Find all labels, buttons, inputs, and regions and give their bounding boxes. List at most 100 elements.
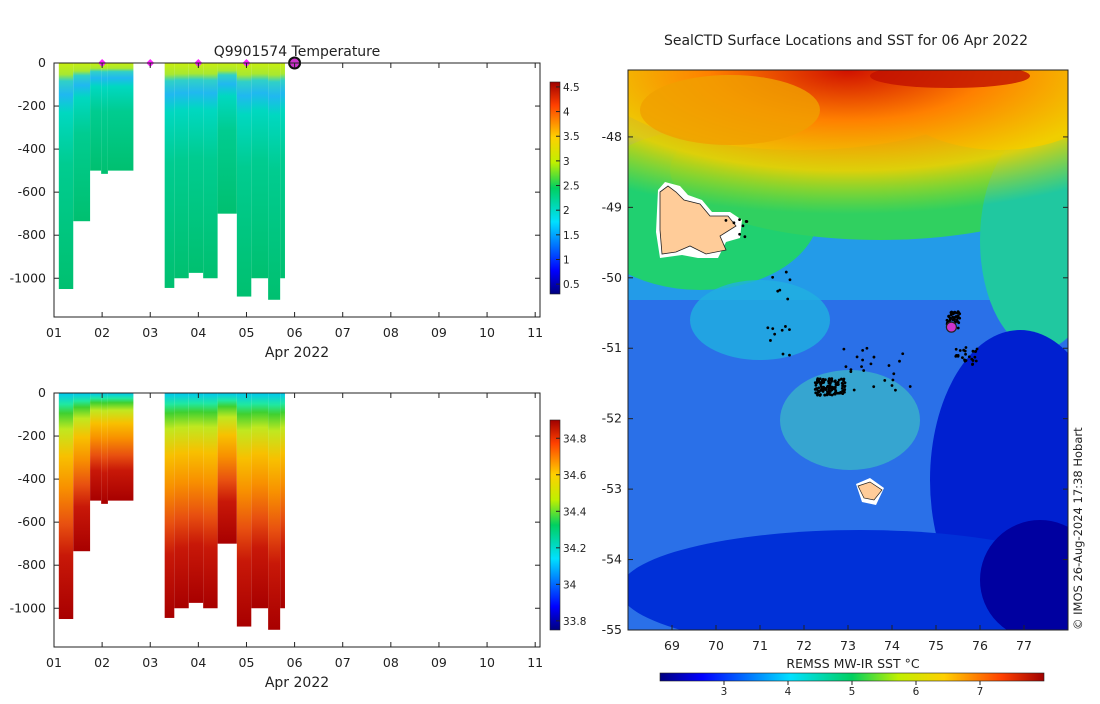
sst-orange-nw	[640, 75, 820, 145]
temperature-y-ticks: 0 -200 -400 -600 -800 -1000	[10, 55, 540, 285]
salinity-y-tick-label: -600	[18, 514, 46, 529]
temperature-profile-bar	[101, 63, 108, 174]
salinity-profile-bar	[174, 393, 189, 609]
track-point	[901, 352, 905, 356]
track-point	[887, 364, 891, 367]
track-point	[958, 349, 962, 352]
track-point	[971, 349, 975, 353]
track-point	[892, 372, 896, 376]
salinity-profile-bar	[236, 393, 252, 627]
salinity-x-tick-label: 06	[287, 655, 303, 670]
temperature-y-tick-label: -600	[18, 184, 46, 199]
map-lat-tick-label: -54	[602, 552, 622, 567]
temperature-profile-bar	[90, 63, 102, 171]
track-point	[827, 377, 831, 381]
track-point	[947, 315, 951, 318]
track-point	[738, 218, 741, 222]
salinity-profile-bar	[280, 393, 285, 609]
track-point	[954, 315, 958, 318]
temperature-y-tick-label: -800	[18, 227, 46, 242]
salinity-cb-tick-label: 34.4	[563, 506, 587, 518]
track-point	[843, 388, 847, 391]
map-colorbar-label: REMSS MW-IR SST °C	[786, 656, 919, 671]
sst-cyan-patch-2	[780, 370, 920, 470]
map-lon-tick-label: 69	[664, 638, 680, 653]
temperature-profile-bar	[188, 63, 204, 273]
track-point	[839, 391, 842, 394]
temperature-profile-bar	[280, 63, 285, 279]
track-point	[898, 359, 901, 363]
temperature-y-tick-label: -400	[18, 141, 46, 156]
track-point	[724, 218, 728, 222]
track-point	[890, 384, 894, 387]
temperature-profile-bar	[203, 63, 218, 279]
track-point	[830, 377, 834, 381]
salinity-x-tick-label: 05	[239, 655, 255, 670]
map-lat-tick-label: -53	[602, 481, 622, 496]
track-point	[970, 357, 974, 361]
temperature-cb-tick-label: 3.5	[563, 131, 580, 143]
track-point	[769, 339, 772, 342]
map-lon-tick-label: 77	[1016, 638, 1032, 653]
track-point	[743, 235, 747, 239]
track-point	[964, 352, 967, 356]
map-lon-tick-label: 71	[752, 638, 768, 653]
temperature-x-tick-label: 04	[190, 325, 206, 340]
temperature-profile-bar	[174, 63, 189, 279]
temperature-cb-tick-label: 1	[563, 254, 570, 266]
track-point	[825, 393, 829, 397]
track-point	[819, 385, 823, 388]
track-point	[771, 275, 775, 279]
sst-cold-south	[628, 530, 1068, 630]
map-lat-tick-label: -55	[602, 622, 622, 637]
map-lon-tick-label: 73	[840, 638, 856, 653]
track-point	[958, 312, 962, 316]
map-colorbar	[659, 672, 1045, 682]
track-point	[828, 382, 832, 385]
temperature-profile-bar	[236, 63, 252, 297]
track-point	[951, 318, 955, 322]
track-point	[855, 355, 859, 359]
map-colorbar-ticks: 3 4 5 6 7	[721, 681, 983, 698]
track-point	[741, 224, 745, 228]
track-point	[872, 385, 876, 389]
temperature-cb-tick-label: 4	[563, 107, 570, 119]
map-title: SealCTD Surface Locations and SST for 06…	[664, 33, 1028, 49]
track-point	[860, 365, 863, 368]
temperature-profile-bar	[217, 63, 237, 214]
track-point	[883, 379, 887, 382]
salinity-profiles	[58, 393, 285, 630]
salinity-section-plot: 0-200-400-600-800-1000 01 02 03 04 05 06 07 08 0…	[10, 385, 587, 691]
map-cb-tick-label: 3	[721, 686, 728, 698]
salinity-y-tick-label: -800	[18, 557, 46, 572]
temperature-profile-bar	[164, 63, 175, 288]
temperature-profile-bar	[73, 63, 91, 222]
temperature-profile-bar	[107, 63, 134, 171]
track-point	[732, 221, 736, 225]
map-cb-tick-label: 4	[785, 686, 792, 698]
salinity-profile-bar	[268, 393, 281, 630]
temperature-profile-bar	[251, 63, 269, 279]
track-point	[961, 356, 964, 360]
track-point	[823, 378, 826, 382]
track-point	[821, 387, 825, 391]
salinity-cb-tick-label: 33.8	[563, 616, 586, 628]
map-cb-tick-label: 6	[913, 686, 920, 698]
track-point	[781, 352, 785, 356]
temperature-cb-tick-label: 3	[563, 156, 570, 168]
track-point	[869, 362, 873, 366]
track-point	[778, 288, 782, 292]
salinity-x-tick-label: 04	[190, 655, 206, 670]
track-point	[840, 377, 843, 381]
track-point	[973, 355, 977, 359]
current-position-marker	[945, 321, 958, 333]
track-point	[949, 311, 953, 314]
track-point	[784, 270, 788, 274]
map-lon-tick-label: 72	[796, 638, 812, 653]
track-point	[956, 310, 960, 314]
track-point	[814, 383, 818, 387]
salinity-x-tick-label: 09	[431, 655, 447, 670]
sst-map-plot: SealCTD Surface Locations and SST for 06…	[602, 33, 1085, 698]
track-point	[849, 368, 853, 371]
